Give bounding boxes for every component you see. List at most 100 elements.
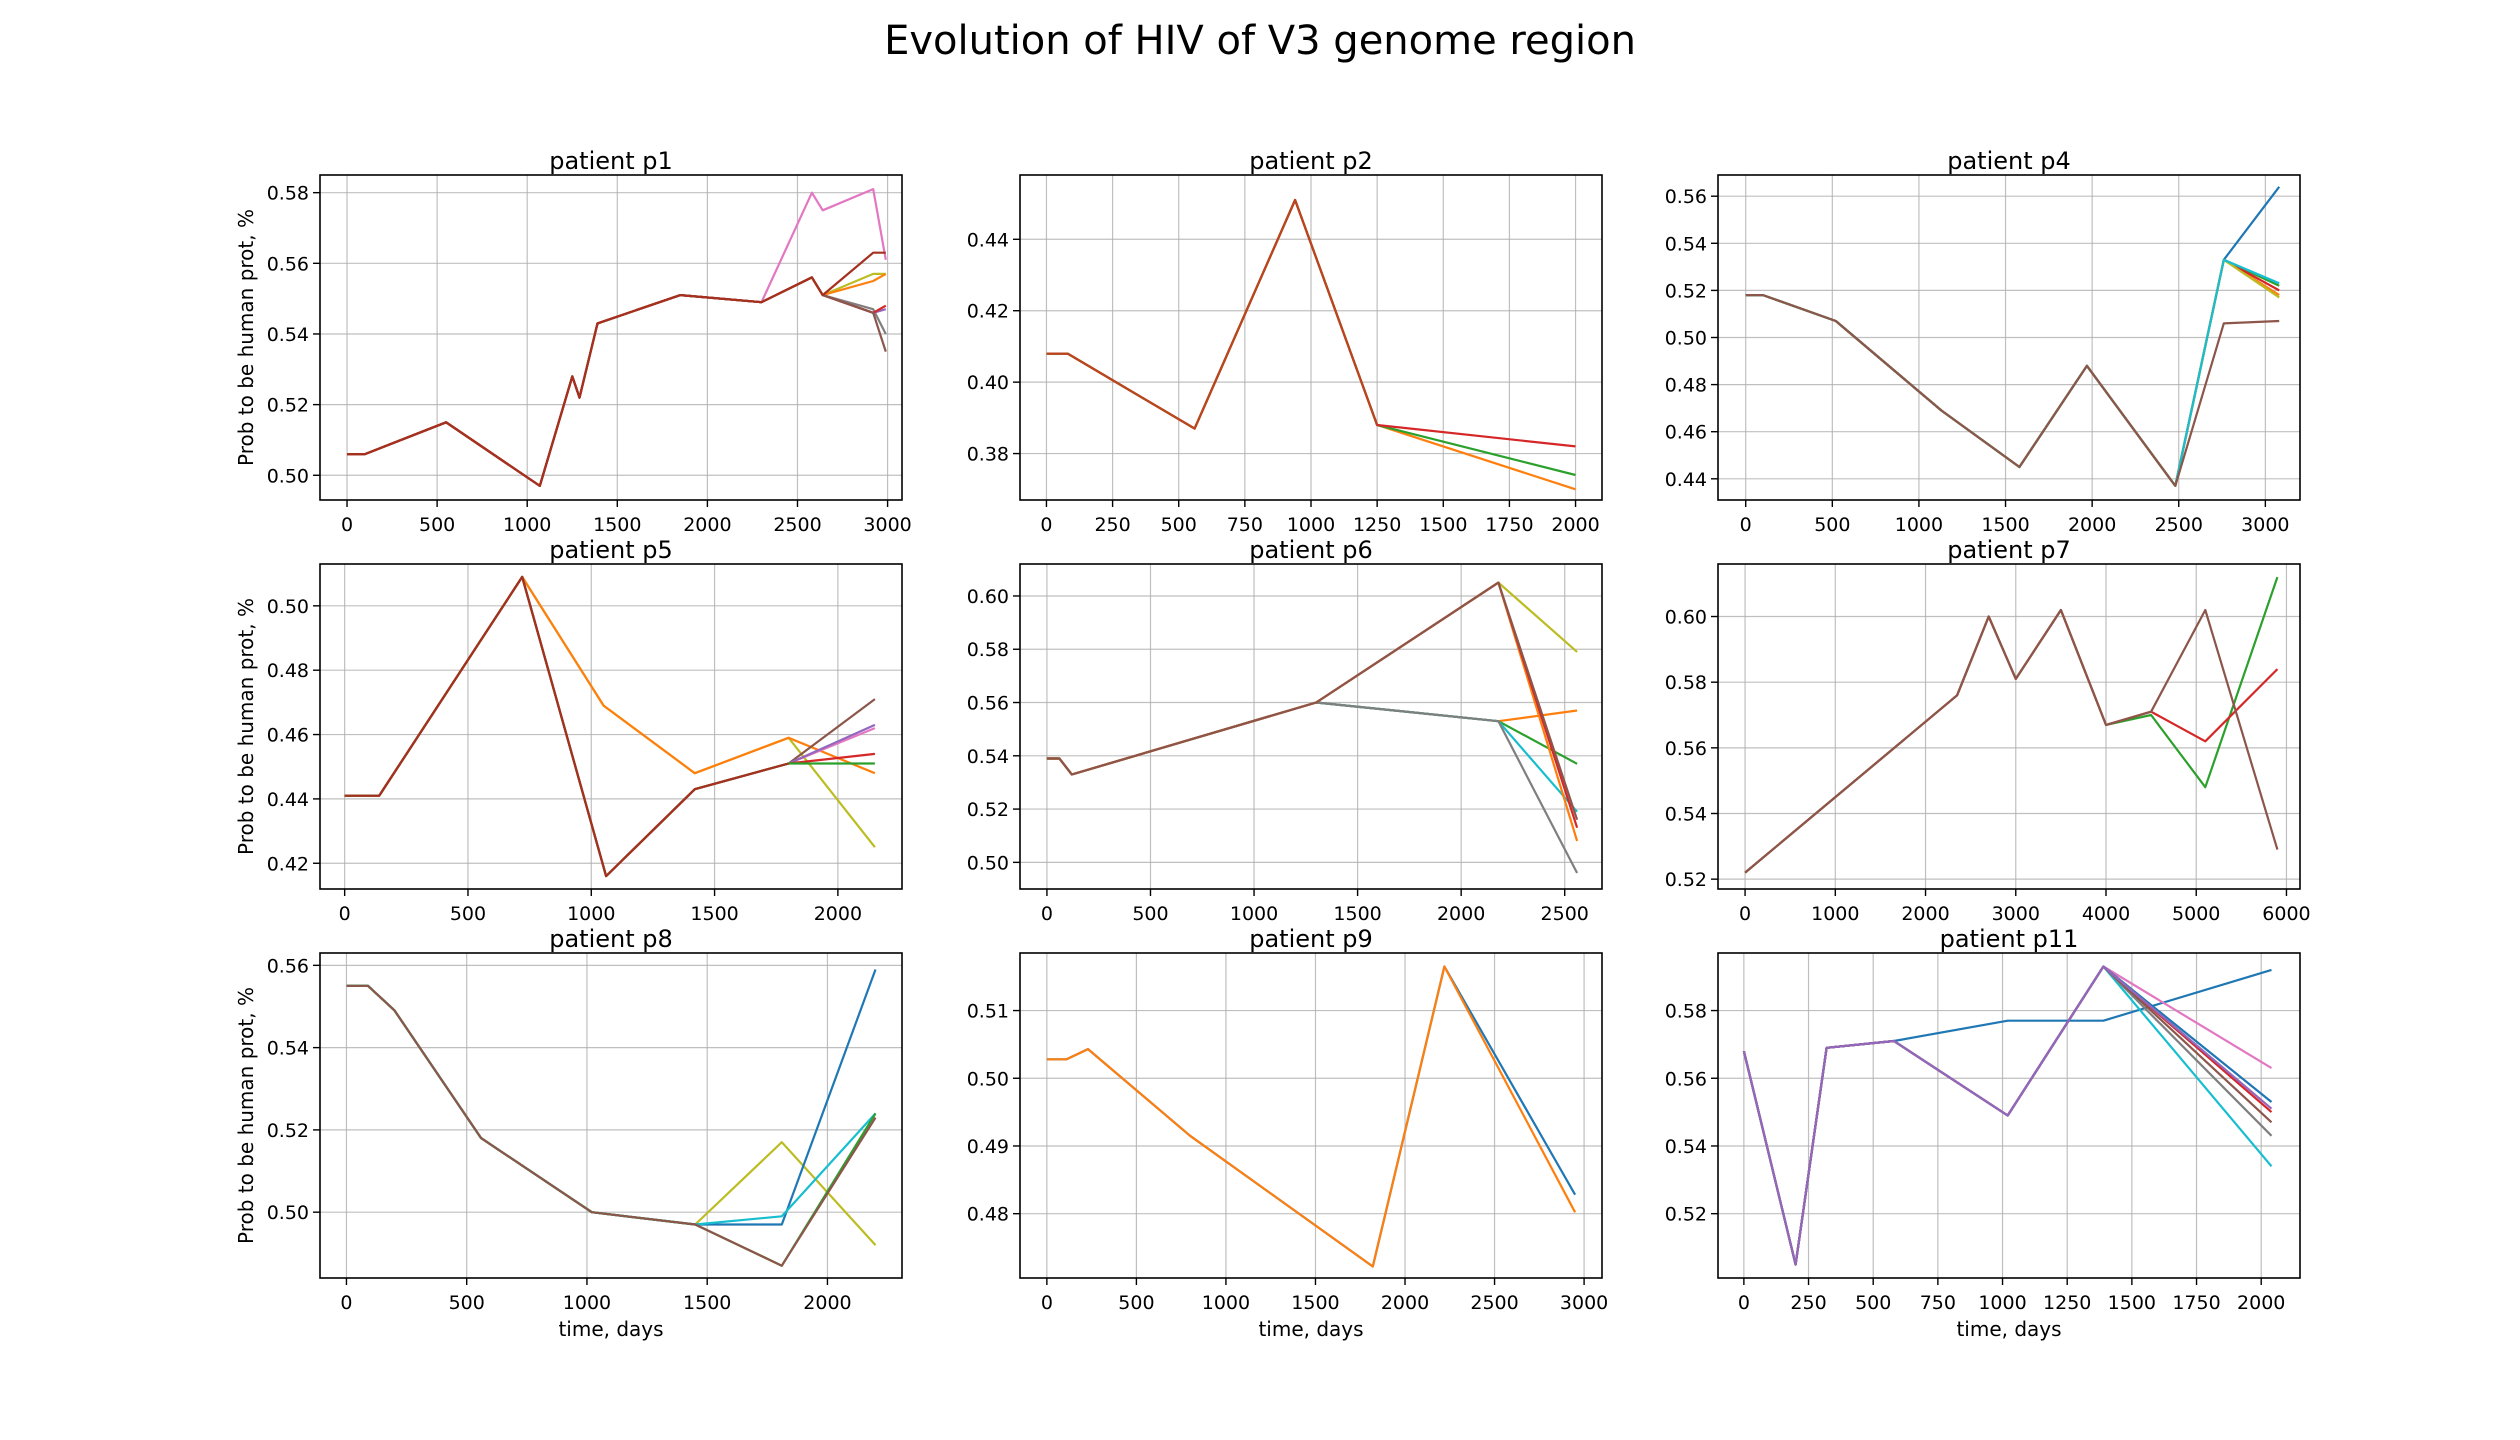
x-tick-label: 250 (1790, 1292, 1826, 1314)
subplot-title: patient p8 (549, 925, 673, 953)
series-line-7 (1046, 581, 1579, 829)
x-tick-label: 0 (1738, 1292, 1750, 1314)
subplot-title: patient p7 (1947, 536, 2071, 564)
axes-frame (1717, 563, 2301, 890)
y-tick-label: 0.50 (1665, 328, 1707, 350)
subplot-9: 0 250 500 750 1000 1250 1500 1750 2000 0.52 0.54 0.… (1665, 925, 2301, 1341)
x-tick-label: 500 (1855, 1292, 1891, 1314)
subplot-4: 0 500 1000 1500 2000 0.42 0.44 0.46 0.48 0.50 pati… (234, 536, 903, 925)
series-line-3 (347, 272, 886, 487)
x-tick-label: 1000 (1811, 903, 1859, 925)
x-tick-label: 2000 (803, 1292, 851, 1314)
x-tick-label: 5000 (2172, 903, 2220, 925)
series-line-1 (346, 984, 877, 1246)
x-tick-label: 0 (340, 1292, 352, 1314)
y-tick-label: 0.48 (1665, 375, 1707, 397)
subplot-title: patient p5 (549, 536, 673, 564)
y-tick-label: 0.46 (267, 725, 309, 747)
axes-frame (1717, 952, 2301, 1279)
x-tick-label: 1000 (1202, 1292, 1250, 1314)
axes-frame (319, 952, 903, 1279)
x-tick-label: 2500 (2155, 514, 2203, 536)
series-line-5 (346, 984, 877, 1267)
x-tick-label: 1250 (2043, 1292, 2091, 1314)
series-line-8 (347, 251, 886, 487)
y-tick-label: 0.56 (967, 693, 1009, 715)
y-tick-label: 0.54 (1665, 803, 1707, 825)
y-tick-label: 0.50 (967, 852, 1009, 874)
x-tick-label: 1500 (593, 514, 641, 536)
y-tick-label: 0.56 (1665, 738, 1707, 760)
x-tick-label: 500 (1814, 514, 1850, 536)
x-tick-label: 1500 (1419, 514, 1467, 536)
x-tick-label: 1500 (690, 903, 738, 925)
series-line-8 (1046, 581, 1579, 821)
subplot-title: patient p9 (1249, 925, 1373, 953)
x-tick-label: 2500 (773, 514, 821, 536)
figure-title: Evolution of HIV of V3 genome region (884, 18, 1636, 64)
x-tick-label: 500 (419, 514, 455, 536)
y-tick-label: 0.51 (967, 1001, 1009, 1023)
subplot-title: patient p4 (1947, 147, 2071, 175)
series-line-3 (346, 984, 877, 1226)
x-tick-label: 500 (449, 1292, 485, 1314)
x-tick-label: 1500 (1291, 1292, 1339, 1314)
x-tick-label: 2000 (1901, 903, 1949, 925)
y-tick-label: 0.52 (1665, 869, 1707, 891)
subplot-3: 0 500 1000 1500 2000 2500 3000 0.44 0.46 0.48 0.50… (1665, 147, 2301, 536)
y-tick-label: 0.50 (967, 1068, 1009, 1090)
x-tick-label: 6000 (2262, 903, 2310, 925)
y-axis-label: Prob to be human prot, % (234, 987, 258, 1244)
subplot-1: 0 500 1000 1500 2000 2500 3000 0.50 0.52 0.54 0.56… (234, 147, 912, 536)
series-line-1 (1744, 576, 2279, 874)
x-tick-label: 1750 (2172, 1292, 2220, 1314)
x-tick-label: 1000 (1287, 514, 1335, 536)
subplot-title: patient p6 (1249, 536, 1373, 564)
series-line-1 (344, 575, 876, 848)
y-tick-label: 0.58 (267, 183, 309, 205)
subplot-5: 0 500 1000 1500 2000 2500 0.50 0.52 0.54 0.56 0.58… (967, 536, 1603, 925)
y-tick-label: 0.56 (1665, 1068, 1707, 1090)
x-tick-label: 0 (1040, 514, 1052, 536)
x-tick-label: 0 (1740, 514, 1752, 536)
y-axis-label: Prob to be human prot, % (234, 598, 258, 855)
y-tick-label: 0.48 (267, 660, 309, 682)
x-tick-label: 0 (1041, 1292, 1053, 1314)
y-tick-label: 0.56 (267, 253, 309, 275)
axes-frame (1019, 563, 1603, 890)
y-tick-label: 0.56 (267, 955, 309, 977)
x-tick-label: 1000 (1895, 514, 1943, 536)
x-tick-label: 2000 (2068, 514, 2116, 536)
x-tick-label: 500 (1132, 903, 1168, 925)
series-line-5 (347, 276, 887, 487)
x-tick-label: 750 (1227, 514, 1263, 536)
subplot-2: 0 250 500 750 1000 1250 1500 1750 2000 0.38 0.40 0.… (967, 147, 1603, 536)
x-tick-label: 3000 (1992, 903, 2040, 925)
x-tick-label: 0 (1739, 903, 1751, 925)
axes-frame (1019, 952, 1603, 1279)
y-tick-label: 0.44 (267, 789, 309, 811)
y-tick-label: 0.40 (967, 372, 1009, 394)
series-line-6 (347, 276, 887, 487)
x-tick-label: 2000 (814, 903, 862, 925)
series-line-4 (346, 984, 877, 1267)
x-tick-label: 1750 (1485, 514, 1533, 536)
series-line-2 (347, 276, 887, 487)
y-tick-label: 0.54 (967, 746, 1009, 768)
y-tick-label: 0.44 (967, 229, 1009, 251)
series-line-4 (1046, 198, 1379, 430)
x-axis-label: time, days (1258, 1317, 1363, 1341)
y-tick-label: 0.42 (967, 301, 1009, 323)
x-tick-label: 3000 (863, 514, 911, 536)
x-tick-label: 0 (341, 514, 353, 536)
series-line-7 (1745, 294, 2280, 487)
series-line-4 (1046, 701, 1579, 874)
x-tick-label: 0 (339, 903, 351, 925)
y-tick-label: 0.49 (967, 1136, 1009, 1158)
x-tick-label: 2000 (1381, 1292, 1429, 1314)
y-tick-label: 0.52 (1665, 280, 1707, 302)
x-tick-label: 2000 (1551, 514, 1599, 536)
subplot-title: patient p11 (1940, 925, 2079, 953)
y-tick-label: 0.44 (1665, 469, 1707, 491)
x-tick-label: 1500 (1981, 514, 2029, 536)
